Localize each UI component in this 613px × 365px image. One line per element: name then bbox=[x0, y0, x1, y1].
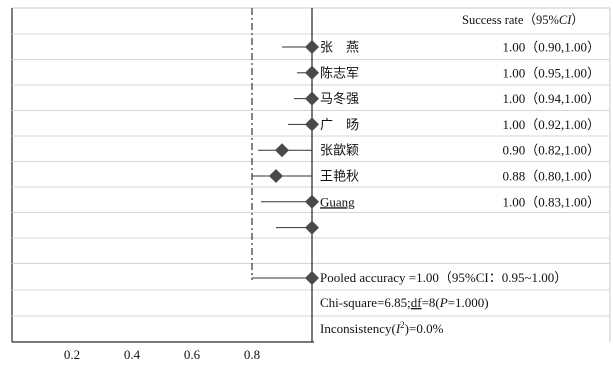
study-label: 张 燕 bbox=[320, 41, 359, 56]
study-marker bbox=[305, 65, 319, 80]
study-marker bbox=[305, 117, 319, 132]
inconsistency-stat: Inconsistency(I2)=0.0% bbox=[320, 320, 444, 336]
study-row: 张歆颖 0.90（0.82,1.00） bbox=[258, 143, 600, 159]
row-grid bbox=[12, 33, 610, 317]
study-ci-value: 0.88（0.80,1.00） bbox=[502, 169, 600, 184]
study-label: 马冬强 bbox=[320, 91, 359, 107]
study-marker bbox=[305, 40, 319, 54]
p-label: P bbox=[439, 295, 448, 310]
study-label: 陈志军 bbox=[320, 65, 359, 81]
pooled-marker bbox=[305, 271, 319, 285]
chi-square-value: Chi-square=6.85; bbox=[320, 295, 411, 310]
pooled-text: Pooled accuracy =1.00（95%CI：0.95~1.00） bbox=[320, 270, 567, 285]
header-ci-close: ） bbox=[571, 13, 584, 27]
study-row: 陈志军 1.00（0.95,1.00） bbox=[297, 65, 600, 81]
df-value: =8( bbox=[422, 295, 440, 310]
study-ci-value: 0.90（0.82,1.00） bbox=[502, 143, 600, 158]
i-label: I bbox=[395, 321, 401, 336]
inconsistency-value: )=0.0% bbox=[405, 321, 444, 336]
x-axis-ticks: 0.2 0.4 0.6 0.8 bbox=[64, 347, 260, 362]
study-ci-value: 1.00（0.83,1.00） bbox=[502, 194, 600, 209]
study-label: Guang bbox=[320, 194, 355, 209]
study-row: 王艳秋 0.88（0.80,1.00） bbox=[252, 169, 600, 185]
x-tick-label: 0.4 bbox=[124, 347, 141, 362]
study-marker bbox=[305, 91, 319, 106]
study-label: 王艳秋 bbox=[320, 169, 359, 185]
study-row: 张 燕 1.00（0.90,1.00） bbox=[282, 40, 600, 56]
study-ci-value: 1.00（0.90,1.00） bbox=[502, 40, 600, 55]
header-main: Success rate bbox=[462, 13, 524, 27]
study-row: Guang 1.00（0.83,1.00） bbox=[261, 194, 600, 209]
p-value: =1.000) bbox=[448, 295, 489, 310]
study-ci-value: 1.00（0.92,1.00） bbox=[502, 117, 600, 132]
table-frame bbox=[11, 7, 611, 343]
study-ci-value: 1.00（0.94,1.00） bbox=[502, 91, 600, 106]
study-label: 张歆颖 bbox=[320, 143, 359, 159]
x-tick-label: 0.2 bbox=[64, 347, 80, 362]
study-marker bbox=[275, 143, 289, 158]
chi-square-stat: Chi-square=6.85;df=8(P=1.000) bbox=[320, 295, 489, 310]
study-row: 马冬强 1.00（0.94,1.00） bbox=[294, 91, 600, 107]
study-label: 广 旸 bbox=[320, 118, 359, 133]
study-marker bbox=[269, 169, 283, 183]
study-marker bbox=[305, 220, 319, 235]
df-label: df bbox=[411, 295, 423, 310]
x-tick-label: 0.8 bbox=[244, 347, 260, 362]
study-marker bbox=[305, 194, 319, 209]
study-row: 广 旸 1.00（0.92,1.00） bbox=[288, 117, 600, 133]
x-tick-label: 0.6 bbox=[184, 347, 201, 362]
study-ci-value: 1.00（0.95,1.00） bbox=[502, 65, 600, 80]
study-row bbox=[276, 220, 319, 235]
column-header: Success rate（95%CI） bbox=[462, 13, 584, 27]
header-ci-open: （95% bbox=[523, 13, 558, 27]
header-ci-italic: CI bbox=[559, 13, 572, 27]
inconsistency-prefix: Inconsistency( bbox=[320, 321, 396, 336]
study-rows: 张 燕 1.00（0.90,1.00） 陈志军 1.00（0.95,1.00） 马冬强 1… bbox=[252, 40, 600, 235]
i-sup: 2 bbox=[400, 320, 405, 330]
pooled-row: Pooled accuracy =1.00（95%CI：0.95~1.00） bbox=[252, 270, 567, 285]
